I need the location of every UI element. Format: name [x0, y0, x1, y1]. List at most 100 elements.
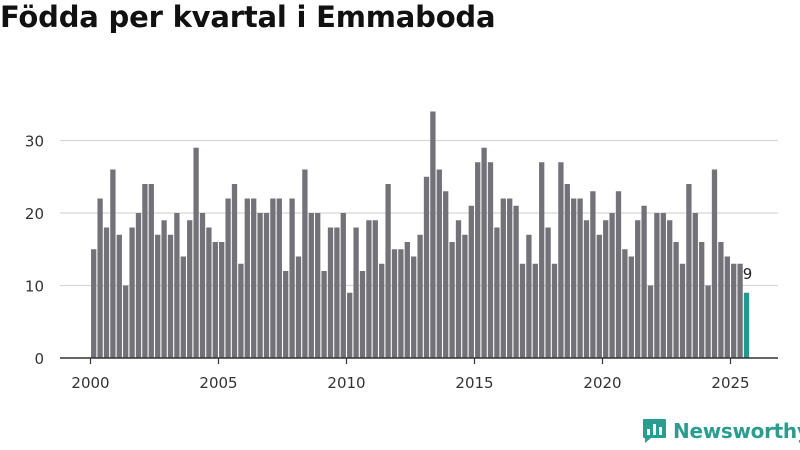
bar — [187, 220, 193, 358]
bar — [385, 184, 391, 358]
bar — [513, 205, 519, 358]
bar — [686, 184, 692, 358]
bar — [231, 184, 238, 358]
bar — [219, 242, 225, 358]
bar — [212, 242, 218, 358]
bar — [199, 213, 206, 358]
bar — [411, 256, 417, 358]
bar — [238, 263, 244, 358]
bar — [494, 227, 500, 358]
bar — [148, 184, 154, 358]
bar — [673, 242, 679, 358]
bar — [321, 271, 327, 358]
bar — [398, 249, 404, 358]
bar — [161, 220, 167, 358]
bar — [731, 263, 737, 358]
bar — [302, 169, 308, 358]
bar — [500, 198, 506, 358]
bar — [545, 227, 551, 358]
bar — [462, 234, 468, 358]
bar — [142, 184, 148, 358]
bar — [443, 191, 449, 358]
bar — [417, 234, 423, 358]
bar — [641, 205, 647, 358]
bar — [699, 242, 705, 358]
bar — [737, 263, 743, 358]
bar — [308, 213, 314, 358]
bar — [174, 213, 180, 358]
bar — [660, 213, 666, 358]
bar — [379, 263, 385, 358]
bar — [167, 234, 174, 358]
bar — [430, 111, 436, 358]
bar — [647, 285, 654, 358]
bar — [366, 220, 372, 358]
bar — [372, 220, 378, 358]
bar — [391, 249, 398, 358]
bar — [679, 263, 686, 358]
bar — [327, 227, 334, 358]
bar — [180, 256, 186, 358]
bar — [103, 227, 110, 358]
x-tick-label: 2025 — [711, 374, 749, 392]
x-tick-label: 2015 — [455, 374, 493, 392]
bar — [455, 220, 462, 358]
bar — [526, 234, 532, 358]
bar — [711, 169, 718, 358]
bar — [97, 198, 103, 358]
bar — [359, 271, 366, 358]
bar — [91, 249, 97, 358]
bar — [635, 220, 641, 358]
bar — [110, 169, 116, 358]
bar — [193, 147, 199, 358]
bar — [718, 242, 724, 358]
bar — [206, 227, 212, 358]
bar — [129, 227, 135, 358]
bar — [724, 256, 730, 358]
brand-logo: Newsworthy — [642, 418, 800, 444]
bar — [558, 162, 564, 358]
bar — [519, 263, 526, 358]
bar — [423, 176, 430, 358]
y-tick-label: 0 — [34, 350, 44, 368]
bar — [705, 285, 711, 358]
y-tick-label: 20 — [25, 205, 44, 223]
brand-name: Newsworthy — [673, 419, 800, 443]
bar — [475, 162, 481, 358]
bar — [347, 292, 353, 358]
bar — [539, 162, 545, 358]
bar — [622, 249, 628, 358]
x-tick-label: 2000 — [71, 374, 109, 392]
bar — [270, 198, 276, 358]
bar — [654, 213, 660, 358]
bar — [123, 285, 129, 358]
bar — [257, 213, 263, 358]
data-label-latest: 9 — [743, 265, 753, 283]
bar — [315, 213, 321, 358]
y-tick-label: 30 — [25, 133, 44, 151]
bar — [615, 191, 622, 358]
x-tick-label: 2010 — [327, 374, 365, 392]
bar — [276, 198, 282, 358]
bar — [487, 162, 494, 358]
bar — [564, 184, 570, 358]
bar — [468, 205, 474, 358]
bar — [135, 213, 142, 358]
bar — [251, 198, 257, 358]
bar — [628, 256, 634, 358]
bar — [283, 271, 289, 358]
bar — [155, 234, 161, 358]
bar — [577, 198, 583, 358]
bar — [507, 198, 513, 358]
bar — [667, 220, 673, 358]
y-tick-label: 10 — [25, 278, 44, 296]
bar — [571, 198, 577, 358]
bar — [583, 220, 590, 358]
bar — [334, 227, 340, 358]
bar-latest — [743, 292, 750, 358]
x-tick-label: 2020 — [583, 374, 621, 392]
bars — [91, 111, 750, 358]
bar — [692, 213, 698, 358]
bar — [596, 234, 602, 358]
